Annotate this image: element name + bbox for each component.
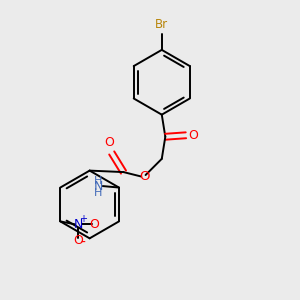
Text: O: O	[139, 170, 149, 183]
Text: N: N	[73, 218, 83, 231]
Text: Br: Br	[155, 18, 168, 31]
Text: H: H	[94, 176, 103, 186]
Text: O: O	[89, 218, 99, 231]
Text: H: H	[94, 188, 103, 197]
Text: +: +	[79, 214, 87, 224]
Text: N: N	[94, 180, 103, 193]
Text: -: -	[81, 236, 86, 250]
Text: O: O	[188, 129, 198, 142]
Text: O: O	[73, 234, 83, 247]
Text: O: O	[104, 136, 114, 149]
